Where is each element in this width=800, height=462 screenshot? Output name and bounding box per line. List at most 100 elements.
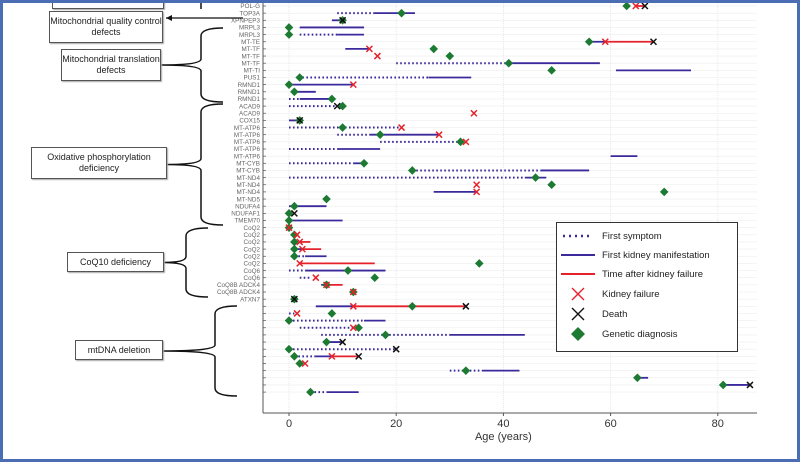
y-tick-label: MT-ATP6 [234,125,261,132]
legend-label: Time after kidney failure [602,268,704,280]
y-tick-label: MT-TI [244,68,261,75]
death-marker [746,381,754,389]
y-tick-label: ATXN7 [240,296,260,303]
kidney-failure-marker [470,109,478,117]
genetic-diagnosis-marker [584,37,594,47]
genetic-diagnosis-marker [461,366,471,375]
y-tick-label: CoQ2 [244,261,261,268]
legend-label: First symptom [602,230,662,242]
x-tick-label: 0 [286,418,292,430]
genetic-diagnosis-marker [397,8,406,18]
kidney-failure-marker [328,352,336,360]
genetic-diagnosis-marker [284,30,294,39]
y-tick-label: NDUFA4 [235,203,260,210]
y-tick-label: POL-G [240,3,260,10]
bracket-mtdna [162,305,238,397]
y-tick-label: TOP3A [239,10,260,17]
legend-item-first-symptom: First symptom [557,227,662,245]
group-label: Oxidative phosphorylation deficiency [47,152,151,173]
death-marker [392,345,400,353]
green-diamond-icon [571,327,585,341]
y-tick-label: RMND1 [238,89,261,96]
genetic-diagnosis-marker [407,302,417,311]
y-tick-label: MT-ND4 [237,189,261,196]
genetic-diagnosis-marker [474,259,484,268]
legend-label: Genetic diagnosis [602,328,678,340]
y-tick-label: CoQ6 [244,268,261,275]
group-label: Mitochondrial quality control defects [50,16,162,37]
legend-label: Death [602,308,628,320]
kidney-failure-marker [312,274,320,282]
genetic-diagnosis-marker [547,180,556,190]
legend-label: First kidney manifestation [602,249,710,261]
y-tick-label: MT-CYB [236,168,260,175]
y-tick-label: PUS1 [244,75,261,82]
genetic-diagnosis-marker [290,251,299,261]
genetic-diagnosis-marker [718,380,728,390]
kidney-failure-marker [296,238,304,246]
genetic-diagnosis-marker [370,273,380,282]
genetic-diagnosis-marker [343,266,353,275]
legend-item-kidney-failure: Kidney failure [557,285,660,303]
y-tick-label: RMND1 [238,96,261,103]
group-label: mtDNA deletion [87,344,151,355]
group-box-mtdna: mtDNA deletion [75,340,163,360]
kidney-failure-marker [349,288,357,296]
genetic-diagnosis-marker [295,73,305,82]
bracket-translation [160,27,224,103]
y-tick-label: MT-ND5 [237,196,261,203]
death-marker [462,302,470,310]
y-tick-label: MT-ATP6 [234,146,261,153]
genetic-diagnosis-marker [322,337,331,347]
bracket-coq10 [162,227,209,298]
x-tick-label: 40 [497,418,509,430]
genetic-diagnosis-marker [456,137,465,147]
y-tick-label: CoQ8B ADCK4 [217,289,261,296]
death-marker [339,16,347,24]
group-label: CoQ10 deficiency [79,256,152,267]
kidney-failure-marker [285,224,293,232]
genetic-diagnosis-marker [504,58,514,68]
group-box-translation: Mitochondrial translation defects [61,49,161,81]
red-line-icon [561,273,595,275]
genetic-diagnosis-marker [290,230,299,240]
y-tick-label: MT-CYB [236,161,260,168]
genetic-diagnosis-marker [284,80,294,89]
kidney-failure-marker [349,302,357,310]
y-tick-label: MT-ND4 [237,182,261,189]
y-tick-label: MT-ATP6 [234,153,261,160]
genetic-diagnosis-marker [322,194,331,204]
genetic-diagnosis-marker [284,23,294,32]
y-tick-label: TMEM70 [234,218,260,225]
kidney-failure-marker [601,38,609,46]
legend-item-first-kidney: First kidney manifestation [557,246,710,264]
y-tick-label: CoQ8B ADCK4 [217,282,261,289]
x-tick-label: 60 [604,418,616,430]
group-box-quality-control: Mitochondrial quality control defects [49,11,163,43]
legend-item-death: Death [557,305,627,323]
genetic-diagnosis-marker [531,173,540,182]
solid-line-icon [561,254,595,256]
y-tick-label: MT-TE [241,39,260,46]
legend: First symptom First kidney manifestation… [556,222,738,352]
legend-item-genetic-diagnosis: Genetic diagnosis [557,325,678,343]
genetic-diagnosis-marker [290,352,299,361]
kidney-failure-marker [632,3,640,10]
genetic-diagnosis-marker [284,216,294,225]
y-tick-label: MT-TF [241,46,260,53]
kidney-failure-marker [301,359,309,368]
genetic-diagnosis-marker [375,130,385,139]
genetic-diagnosis-marker [633,373,642,383]
legend-label: Kidney failure [602,288,660,300]
group-box-oxphos: Oxidative phosphorylation deficiency [31,147,167,179]
y-tick-label: COX15 [239,118,260,125]
black-x-icon [571,307,585,321]
genetic-diagnosis-marker [284,344,294,354]
death-marker [296,116,304,124]
genetic-diagnosis-marker [359,159,369,168]
death-marker [333,102,341,110]
genetic-diagnosis-marker [381,330,390,340]
death-marker [641,3,649,10]
